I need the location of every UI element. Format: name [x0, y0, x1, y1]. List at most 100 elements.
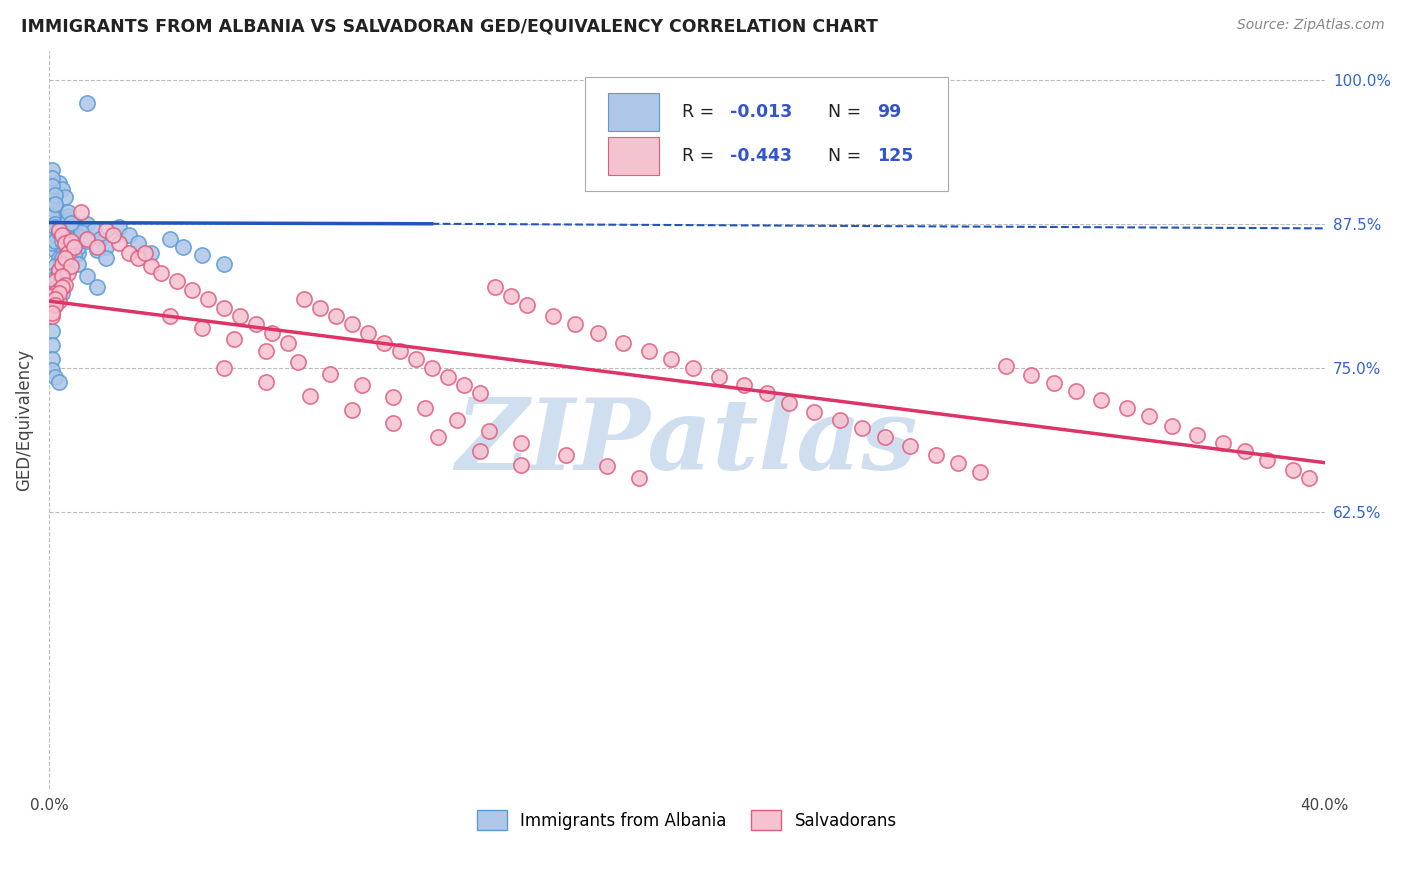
Point	[612, 335, 634, 350]
Point	[229, 309, 252, 323]
Point	[44, 275, 66, 289]
Point	[245, 317, 267, 331]
Point	[659, 351, 682, 366]
Point	[51, 252, 73, 266]
Point	[388, 343, 411, 358]
Point	[76, 234, 98, 248]
Point	[405, 351, 427, 366]
Point	[56, 266, 79, 280]
Point	[41, 162, 63, 177]
Point	[56, 213, 79, 227]
Point	[41, 236, 63, 251]
Point	[66, 228, 89, 243]
Point	[340, 317, 363, 331]
Point	[851, 421, 873, 435]
Point	[191, 248, 214, 262]
Point	[51, 182, 73, 196]
Point	[48, 375, 70, 389]
Point	[56, 209, 79, 223]
Point	[108, 236, 131, 251]
Point	[468, 386, 491, 401]
Point	[41, 289, 63, 303]
Point	[53, 220, 76, 235]
Text: IMMIGRANTS FROM ALBANIA VS SALVADORAN GED/EQUIVALENCY CORRELATION CHART: IMMIGRANTS FROM ALBANIA VS SALVADORAN GE…	[21, 18, 877, 36]
Point	[254, 375, 277, 389]
Text: -0.013: -0.013	[730, 103, 793, 121]
Point	[53, 236, 76, 251]
Point	[48, 266, 70, 280]
Point	[420, 361, 443, 376]
Point	[44, 292, 66, 306]
Point	[828, 413, 851, 427]
Point	[44, 244, 66, 258]
Point	[1281, 462, 1303, 476]
Point	[96, 252, 118, 266]
Point	[51, 280, 73, 294]
Text: 99: 99	[877, 103, 901, 121]
Text: -0.443: -0.443	[730, 147, 792, 165]
Point	[197, 292, 219, 306]
Point	[41, 178, 63, 193]
Point	[44, 228, 66, 243]
Point	[51, 240, 73, 254]
Point	[51, 213, 73, 227]
Point	[96, 222, 118, 236]
Point	[51, 271, 73, 285]
Point	[357, 326, 380, 341]
Point	[44, 275, 66, 289]
Point	[214, 301, 236, 315]
Point	[484, 280, 506, 294]
Point	[803, 405, 825, 419]
Point	[44, 199, 66, 213]
Point	[48, 222, 70, 236]
Point	[41, 209, 63, 223]
Point	[436, 370, 458, 384]
FancyBboxPatch shape	[585, 77, 948, 191]
Point	[51, 268, 73, 283]
Point	[41, 305, 63, 319]
Point	[159, 232, 181, 246]
Point	[41, 194, 63, 208]
Text: 125: 125	[877, 147, 914, 165]
Point	[1019, 368, 1042, 382]
Point	[1064, 384, 1087, 398]
Point	[86, 244, 108, 258]
Point	[44, 260, 66, 274]
Point	[149, 266, 172, 280]
Point	[44, 205, 66, 219]
Point	[60, 260, 83, 274]
Point	[96, 240, 118, 254]
Point	[501, 289, 523, 303]
Point	[118, 228, 141, 243]
Point	[946, 456, 969, 470]
Point	[51, 236, 73, 251]
Point	[60, 222, 83, 236]
Point	[1233, 444, 1256, 458]
Point	[516, 297, 538, 311]
Point	[1298, 470, 1320, 484]
Point	[41, 309, 63, 323]
Point	[254, 343, 277, 358]
Point	[70, 205, 93, 219]
Point	[56, 205, 79, 219]
Point	[48, 225, 70, 239]
Point	[969, 465, 991, 479]
Point	[51, 228, 73, 243]
Point	[48, 217, 70, 231]
Point	[41, 268, 63, 283]
Point	[83, 222, 105, 236]
Point	[41, 280, 63, 294]
Point	[382, 417, 405, 431]
Point	[159, 309, 181, 323]
Point	[350, 378, 373, 392]
Point	[586, 326, 609, 341]
Point	[63, 217, 86, 231]
Point	[41, 170, 63, 185]
Point	[898, 440, 921, 454]
Point	[44, 197, 66, 211]
Point	[60, 234, 83, 248]
Point	[60, 216, 83, 230]
Point	[446, 413, 468, 427]
Point	[63, 240, 86, 254]
Point	[1042, 376, 1064, 390]
